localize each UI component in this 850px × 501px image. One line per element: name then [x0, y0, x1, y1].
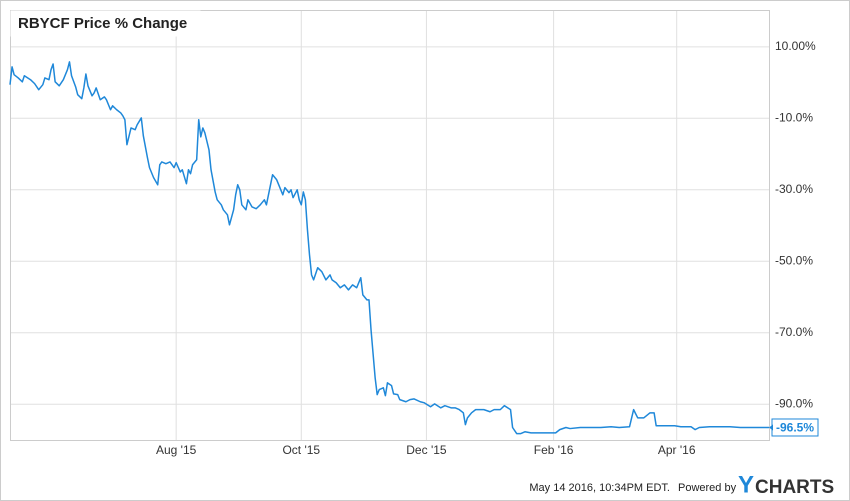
chart-title: RBYCF Price % Change — [18, 15, 187, 32]
powered-by: Powered by — [678, 482, 737, 494]
y-tick-label: -90.0% — [775, 396, 813, 410]
price-line — [9, 61, 769, 435]
last-value-label: -96.5% — [776, 421, 814, 435]
brand-mark: Y — [738, 471, 754, 498]
brand-text: CHARTS — [755, 477, 834, 498]
grid — [10, 10, 769, 440]
title-box — [10, 10, 201, 37]
y-tick-label: -70.0% — [775, 325, 813, 339]
y-tick-label: 10.00% — [775, 39, 816, 53]
last-value-pointer — [769, 424, 773, 431]
y-tick-label: -50.0% — [775, 253, 813, 267]
y-tick-label: -10.0% — [775, 110, 813, 124]
plot-frame — [10, 10, 770, 441]
x-tick-label: Feb '16 — [534, 443, 574, 457]
x-tick-label: Aug '15 — [156, 443, 197, 457]
timestamp: May 14 2016, 10:34PM EDT. — [529, 482, 670, 494]
y-tick-label: -30.0% — [775, 182, 813, 196]
x-tick-label: Dec '15 — [406, 443, 447, 457]
x-tick-label: Apr '16 — [658, 443, 696, 457]
marks — [9, 61, 769, 435]
x-tick-label: Oct '15 — [282, 443, 320, 457]
